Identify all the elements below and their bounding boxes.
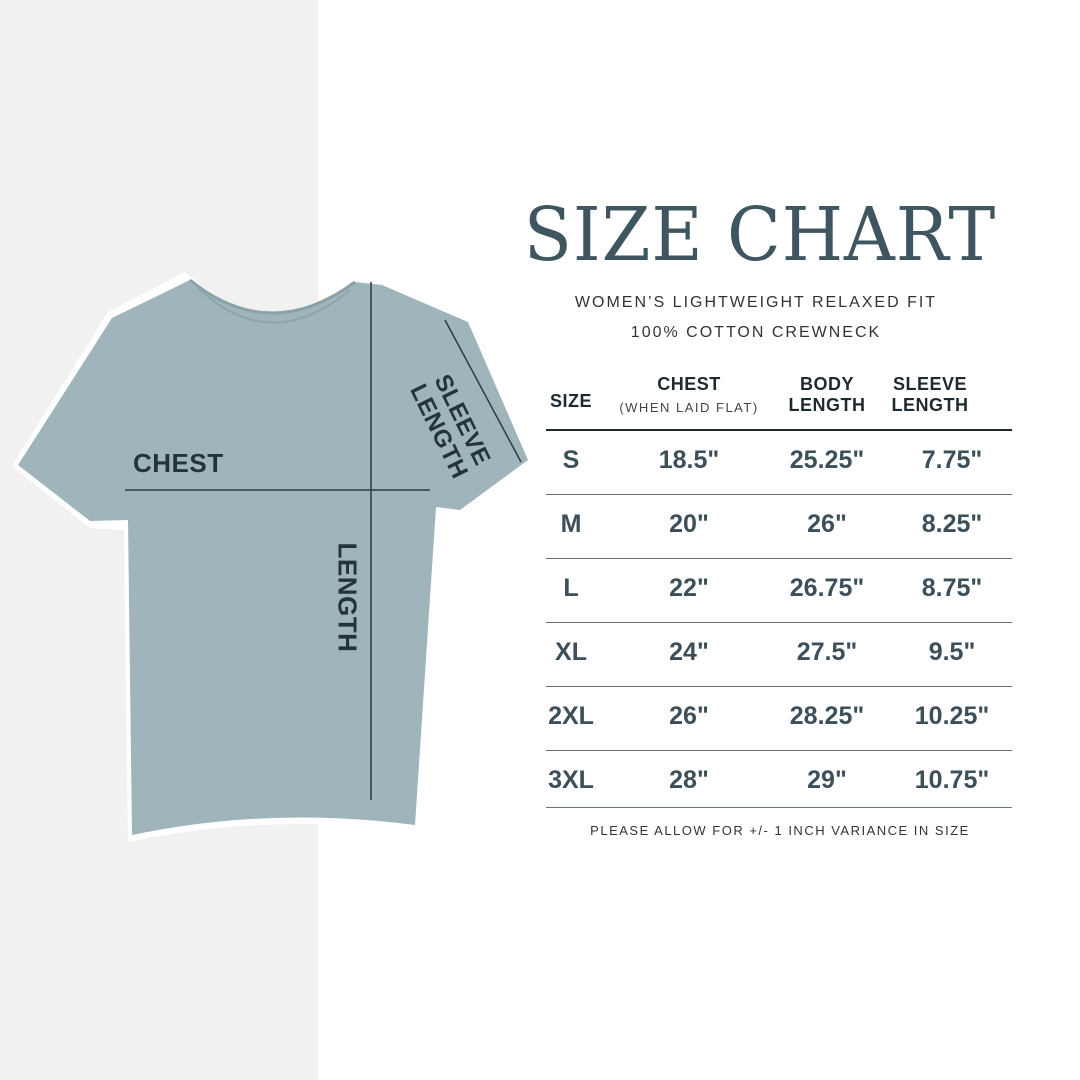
cell-chest: 26" [669, 702, 709, 730]
cell-body-length: 26.75" [789, 574, 865, 602]
cell-sleeve-length: 8.75" [921, 574, 983, 602]
cell-body-length: 26" [807, 510, 847, 538]
subtitle-fit: WOMEN’S LIGHTWEIGHT RELAXED FIT [574, 294, 938, 311]
header-body-line1: BODY [799, 374, 854, 394]
tshirt-collar [189, 278, 356, 315]
cell-size: M [560, 510, 582, 538]
header-body-line2: LENGTH [788, 395, 866, 415]
length-label: LENGTH [332, 542, 363, 653]
cell-body-length: 27.5" [796, 638, 858, 666]
cell-size: S [562, 446, 580, 474]
cell-chest: 18.5" [658, 446, 720, 474]
row-divider [546, 558, 1012, 559]
cell-chest: 22" [669, 574, 709, 602]
page-title: SIZE CHART [523, 192, 997, 278]
cell-sleeve-length: 9.5" [928, 638, 976, 666]
header-body-length: BODY LENGTH [767, 374, 887, 416]
row-divider [546, 807, 1012, 808]
header-chest-label: CHEST [657, 374, 721, 394]
cell-body-length: 25.25" [789, 446, 865, 474]
header-divider [546, 429, 1012, 431]
cell-chest: 24" [669, 638, 709, 666]
header-sleeve-line2: LENGTH [891, 395, 969, 415]
header-chest: CHEST (WHEN LAID FLAT) [599, 374, 779, 418]
cell-body-length: 29" [807, 766, 847, 794]
subtitle-material: 100% COTTON CREWNECK [630, 324, 882, 341]
cell-sleeve-length: 10.25" [914, 702, 990, 730]
header-sleeve-length: SLEEVE LENGTH [870, 374, 990, 416]
cell-chest: 20" [669, 510, 709, 538]
header-chest-note: (WHEN LAID FLAT) [619, 400, 759, 415]
row-divider [546, 622, 1012, 623]
header-sleeve-line1: SLEEVE [892, 374, 968, 394]
cell-size: 2XL [548, 702, 594, 730]
tshirt-body [18, 280, 528, 835]
cell-size: L [563, 574, 579, 602]
cell-size: 3XL [548, 766, 594, 794]
cell-sleeve-length: 7.75" [921, 446, 983, 474]
tshirt-illustration [12, 272, 534, 842]
cell-chest: 28" [669, 766, 709, 794]
row-divider [546, 750, 1012, 751]
variance-note: PLEASE ALLOW FOR +/- 1 INCH VARIANCE IN … [590, 823, 970, 838]
tshirt-neckline [197, 287, 351, 324]
sleeve-measure-line [444, 319, 522, 463]
row-divider [546, 686, 1012, 687]
cell-body-length: 28.25" [789, 702, 865, 730]
row-divider [546, 494, 1012, 495]
cell-sleeve-length: 8.25" [921, 510, 983, 538]
chest-label: CHEST [133, 448, 224, 478]
cell-size: XL [555, 638, 587, 666]
cell-sleeve-length: 10.75" [914, 766, 990, 794]
header-size: SIZE [549, 391, 592, 411]
